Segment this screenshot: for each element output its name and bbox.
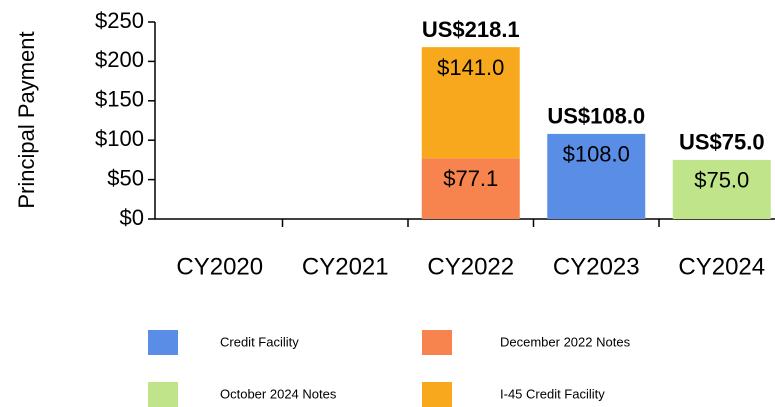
legend-label: I-45 Credit Facility: [500, 386, 605, 401]
legend-swatch: [148, 382, 178, 407]
bar-segment: [672, 159, 771, 219]
legend-label: December 2022 Notes: [500, 334, 631, 349]
x-tick-label: CY2020: [176, 253, 263, 280]
y-axis-label: Principal Payment: [14, 31, 39, 208]
legend-label: October 2024 Notes: [220, 386, 337, 401]
value-label: $77.1: [443, 166, 498, 191]
value-label: $75.0: [694, 168, 749, 193]
x-tick-label: CY2021: [302, 253, 389, 280]
value-label: $108.0: [563, 142, 630, 167]
legend-swatch: [422, 382, 452, 407]
y-tick-label: $0: [120, 205, 144, 230]
legend-label: Credit Facility: [220, 334, 299, 349]
legend-swatch: [148, 330, 178, 355]
y-tick-label: $150: [95, 87, 144, 112]
total-label: US$218.1: [422, 17, 520, 42]
y-tick-label: $250: [95, 8, 144, 33]
x-tick-label: CY2024: [678, 253, 765, 280]
bar-segment: [547, 133, 646, 219]
value-label: $141.0: [437, 55, 504, 80]
y-tick-label: $100: [95, 126, 144, 151]
y-tick-label: $200: [95, 47, 144, 72]
x-tick-label: CY2023: [553, 253, 640, 280]
bar-segment: [421, 47, 520, 159]
x-tick-label: CY2022: [427, 253, 514, 280]
total-label: US$108.0: [547, 104, 645, 129]
y-tick-label: $50: [107, 165, 144, 190]
total-label: US$75.0: [679, 130, 765, 155]
legend-swatch: [422, 330, 452, 355]
bar-segment: [421, 158, 520, 219]
